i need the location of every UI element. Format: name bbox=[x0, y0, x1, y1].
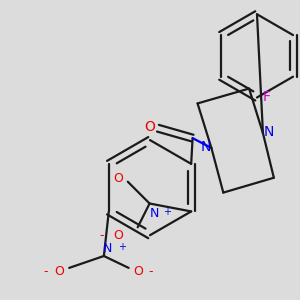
Text: O: O bbox=[134, 266, 143, 278]
Text: O: O bbox=[145, 120, 155, 134]
Text: O: O bbox=[113, 229, 123, 242]
Text: +: + bbox=[164, 207, 171, 218]
Text: O: O bbox=[113, 172, 123, 185]
Text: -: - bbox=[100, 229, 104, 242]
Text: N: N bbox=[150, 207, 159, 220]
Text: -: - bbox=[43, 266, 48, 278]
Text: -: - bbox=[148, 266, 153, 278]
Text: F: F bbox=[263, 91, 271, 104]
Text: N: N bbox=[103, 242, 112, 255]
Text: N: N bbox=[200, 140, 211, 154]
Text: N: N bbox=[264, 125, 274, 139]
Text: O: O bbox=[54, 266, 64, 278]
Text: +: + bbox=[118, 242, 126, 252]
